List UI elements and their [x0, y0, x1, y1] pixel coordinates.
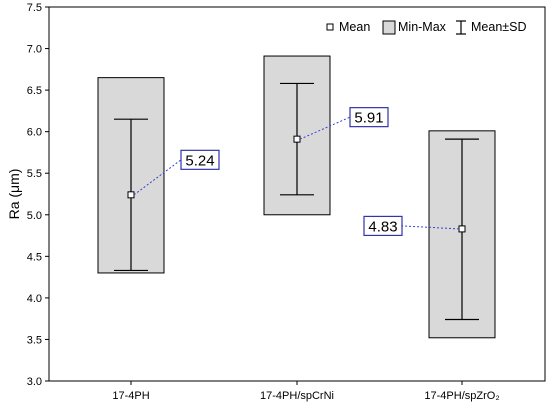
y-tick-label: 6.5	[27, 85, 42, 97]
legend-mean-icon	[326, 23, 334, 31]
y-tick-label: 7.5	[27, 2, 42, 14]
mean-marker	[127, 191, 135, 199]
legend-sd-label: Mean±SD	[471, 20, 527, 34]
mean-value-label: 5.24	[185, 152, 214, 169]
x-tick-label: 17-4PH/spCrNi	[260, 390, 334, 402]
mean-label-box	[180, 149, 220, 170]
y-tick-label: 6.0	[27, 127, 42, 139]
y-tick-label: 5.0	[27, 210, 42, 222]
mean-connector	[133, 159, 182, 196]
y-tick-label: 5.5	[27, 168, 42, 180]
x-tick-label: 17-4PH	[112, 390, 149, 402]
legend-minmax-label: Min-Max	[398, 20, 447, 34]
mean-marker	[458, 225, 466, 233]
y-tick-label: 7.0	[27, 44, 42, 56]
mean-value-label: 4.83	[368, 218, 397, 235]
y-tick-label: 4.5	[27, 251, 42, 263]
y-tick-label: 3.5	[27, 334, 42, 346]
legend-minmax-icon	[382, 20, 396, 35]
y-tick-label: 3.0	[27, 376, 42, 388]
x-tick-label: 17-4PH/spZrO₂	[424, 390, 499, 402]
mean-connector	[401, 225, 460, 230]
mean-label-box	[363, 215, 403, 237]
mean-connector	[299, 116, 351, 140]
mean-marker	[293, 135, 301, 143]
mean-value-label: 5.91	[354, 110, 383, 127]
mean-label-box	[349, 107, 389, 128]
y-tick-label: 4.0	[27, 293, 42, 305]
y-axis-title: Ra (μm)	[6, 169, 22, 220]
legend-mean-label: Mean	[339, 20, 370, 34]
